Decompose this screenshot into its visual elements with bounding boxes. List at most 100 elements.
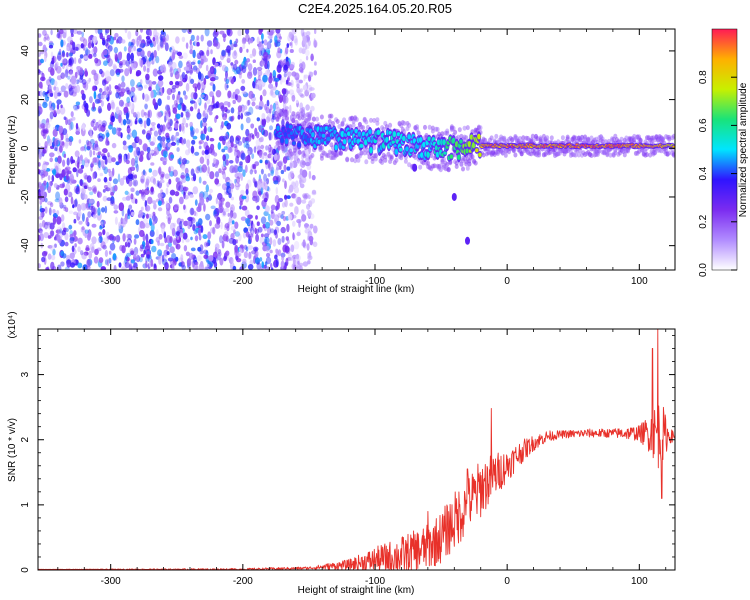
spectrogram-noise-cell [234, 145, 238, 153]
spectrogram-noise-cell [190, 130, 194, 138]
spectrogram-noise-cell [245, 155, 250, 164]
spectrogram-noise-cell [212, 57, 216, 66]
spectrogram-y-tick-label: -20 [20, 189, 31, 204]
spectrogram-noise-cell [143, 249, 147, 255]
spectrogram-noise-cell [140, 59, 144, 68]
spectrogram-noise-cell [87, 159, 90, 164]
spectrogram-noise-cell [256, 131, 260, 139]
spectrogram-noise-cell [232, 99, 236, 105]
spectrogram-band-halo [407, 122, 412, 128]
spectrogram-noise-cell [62, 159, 66, 167]
spectrogram-noise-cell [276, 170, 279, 177]
spectrogram-noise-cell [257, 69, 263, 77]
spectrogram-noise-cell [232, 265, 237, 270]
spectrogram-noise-cell [102, 49, 108, 56]
spectrogram-noise-cell [291, 94, 296, 102]
spectrogram-noise-cell [151, 81, 157, 85]
spectrogram-band-core [292, 141, 296, 145]
spectrogram-noise-cell [135, 29, 139, 37]
spectrogram-noise-cell [256, 180, 262, 190]
spectrogram-noise-cell [97, 105, 102, 114]
spectrogram-noise-cell [91, 161, 95, 168]
spectrogram-noise-cell [79, 36, 85, 42]
spectrogram-noise-cell [112, 167, 115, 177]
spectrogram-band-halo [464, 135, 469, 141]
spectrogram-noise-cell [244, 209, 250, 217]
spectrogram-noise-cell [248, 90, 254, 99]
spectrogram-noise-cell [276, 220, 281, 227]
spectrogram-band-core [291, 135, 295, 140]
spectrogram-band-halo [413, 154, 418, 160]
spectrogram-noise-cell [94, 57, 99, 64]
spectrogram-noise-cell [49, 78, 55, 86]
spectrogram-noise-cell [301, 199, 307, 204]
snr-x-tick-label: -100 [365, 576, 385, 587]
spectrogram-noise-cell [48, 40, 54, 45]
spectrogram-band-halo [297, 115, 302, 121]
spectrogram-noise-cell [221, 240, 225, 249]
spectrogram-noise-cell [183, 138, 187, 145]
spectrogram-band-core [478, 152, 482, 157]
spectrogram-noise-cell [177, 51, 182, 57]
spectrogram-noise-cell [40, 84, 43, 90]
spectrogram-noise-cell [210, 49, 213, 55]
spectrogram-band-halo [454, 164, 459, 169]
spectrogram-noise-cell [162, 36, 167, 45]
spectrogram-noise-cell [215, 197, 219, 205]
spectrogram-band-halo [465, 125, 470, 131]
spectrogram-noise-cell [186, 258, 192, 267]
spectrogram-noise-cell [299, 168, 303, 176]
spectrogram-noise-cell [265, 245, 270, 252]
spectrogram-noise-cell [103, 91, 109, 99]
spectrogram-noise-cell [157, 111, 163, 118]
spectrogram-noise-cell [96, 200, 100, 208]
spectrogram-band-halo [510, 137, 515, 143]
spectrogram-noise-cell [247, 245, 254, 251]
spectrogram-band-halo [361, 125, 366, 131]
spectrogram-noise-cell [300, 29, 305, 37]
spectrogram-noise-cell [227, 254, 230, 261]
spectrogram-noise-cell [252, 163, 255, 169]
spectrogram-noise-cell [193, 229, 198, 235]
spectrogram-noise-cell [86, 265, 91, 270]
spectrogram-noise-cell [209, 127, 213, 133]
spectrogram-noise-cell [131, 58, 135, 64]
spectrogram-noise-cell [104, 259, 109, 266]
spectrogram-noise-cell [141, 129, 146, 135]
spectrogram-noise-cell [152, 136, 157, 144]
spectrogram-noise-cell [75, 122, 79, 130]
spectrogram-noise-cell [175, 256, 179, 262]
spectrogram-x-tick-label: -300 [101, 276, 121, 287]
spectrogram-noise-cell [259, 136, 264, 143]
spectrogram-noise-cell [166, 207, 170, 217]
spectrogram-noise-cell [261, 152, 265, 160]
spectrogram-noise-cell [75, 160, 80, 167]
spectrogram-noise-cell [180, 112, 184, 118]
spectrogram-noise-cell [72, 104, 76, 110]
spectrogram-band-halo [285, 115, 289, 121]
spectrogram-noise-cell [237, 29, 242, 37]
spectrogram-noise-cell [237, 114, 241, 120]
spectrogram-noise-cell [172, 222, 177, 227]
spectrogram-noise-cell [285, 56, 289, 62]
spectrogram-noise-cell [127, 214, 131, 220]
spectrogram-noise-cell [139, 119, 143, 125]
spectrogram-noise-cell [247, 63, 253, 71]
spectrogram-noise-cell [49, 92, 54, 97]
spectrogram-noise-cell [284, 106, 289, 110]
spectrogram-noise-cell [253, 146, 257, 154]
spectrogram-noise-cell [256, 205, 260, 211]
spectrogram-noise-cell [106, 93, 110, 102]
spectrogram-noise-cell [205, 213, 211, 221]
spectrogram-noise-cell [82, 38, 88, 47]
snr-y-tick-label: 0 [20, 567, 31, 573]
spectrogram-band-halo [624, 135, 629, 141]
spectrogram-noise-cell [305, 104, 310, 111]
spectrogram-noise-cell [121, 75, 125, 83]
spectrogram-noise-cell [115, 106, 120, 115]
spectrogram-noise-cell [175, 231, 181, 236]
spectrogram-noise-cell [302, 261, 309, 267]
spectrogram-noise-cell [78, 58, 82, 64]
spectrogram-noise-cell [184, 95, 188, 100]
